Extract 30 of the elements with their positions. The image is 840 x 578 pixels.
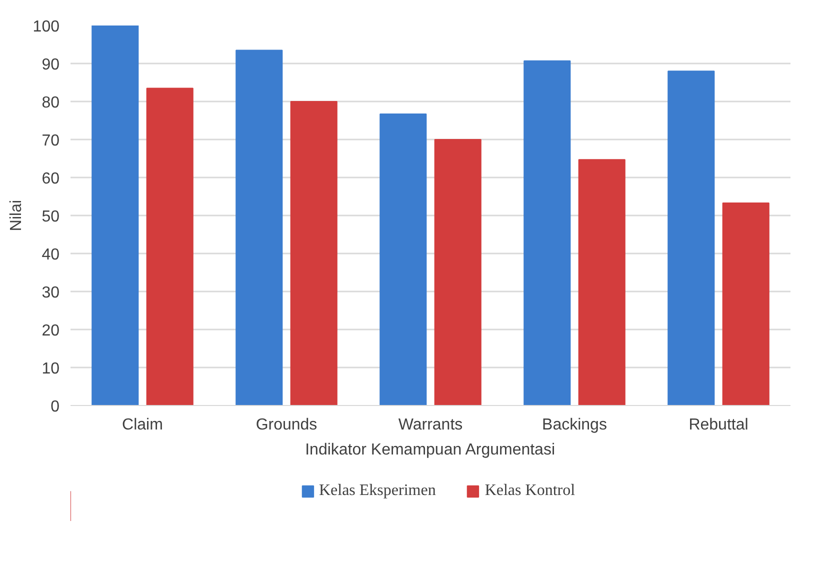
y-tick-label: 0 <box>50 398 60 416</box>
bar <box>380 114 427 406</box>
x-tick-label: Claim <box>122 416 163 434</box>
x-tick-label: Backings <box>542 416 607 434</box>
x-tick-label: Rebuttal <box>688 416 748 434</box>
bar <box>92 26 139 406</box>
bar <box>434 139 482 406</box>
y-tick-label: 90 <box>42 56 60 74</box>
legend-label: Kelas Eksperimen <box>318 482 436 500</box>
bar <box>524 60 571 406</box>
bar <box>146 88 194 406</box>
y-tick-label: 40 <box>42 246 60 264</box>
y-tick-label: 60 <box>42 170 60 188</box>
bar <box>668 70 715 406</box>
bar <box>236 50 283 406</box>
y-tick-label: 70 <box>42 132 60 150</box>
x-tick-label: Warrants <box>398 416 463 434</box>
bar <box>578 159 626 406</box>
y-tick-label: 10 <box>42 360 60 378</box>
bar <box>290 101 338 406</box>
bar <box>722 202 770 406</box>
y-tick-label: 20 <box>42 322 60 340</box>
y-tick-label: 100 <box>32 18 60 36</box>
x-tick-label: Grounds <box>256 416 318 434</box>
y-tick-label: 50 <box>42 208 60 226</box>
y-tick-label: 80 <box>42 94 60 112</box>
x-axis-title: Indikator Kemampuan Argumentasi <box>305 442 556 458</box>
legend-label: Kelas Kontrol <box>484 482 576 500</box>
y-tick-label: 30 <box>42 284 60 302</box>
y-axis-title: Nilai <box>8 200 25 232</box>
